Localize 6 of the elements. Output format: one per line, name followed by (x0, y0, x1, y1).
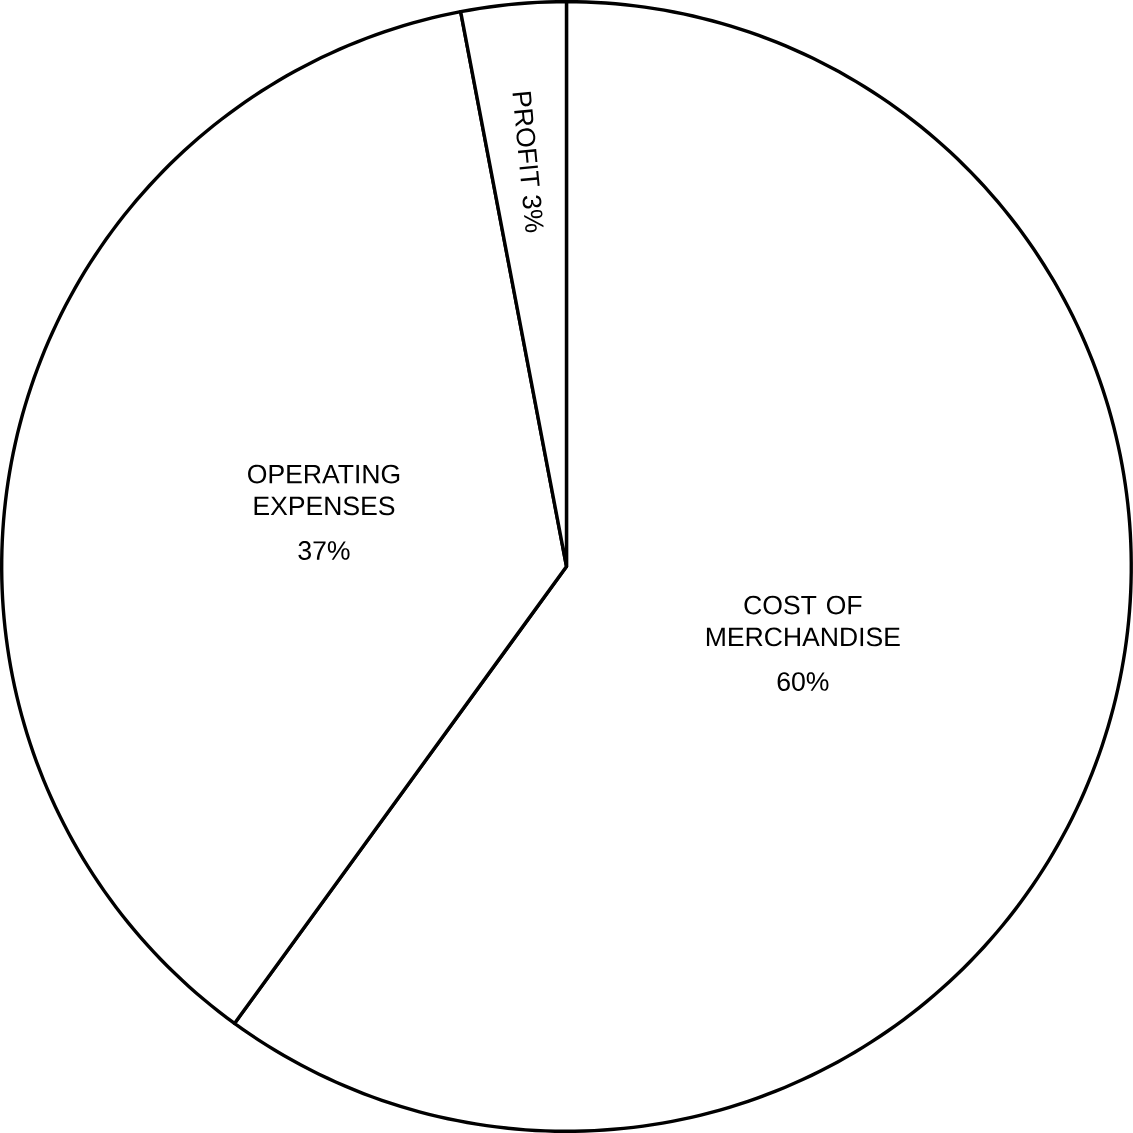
data-label: 37% (298, 541, 350, 560)
slice-label: OPERATING EXPENSES (248, 464, 400, 516)
data-label: 60% (777, 672, 829, 691)
slice-label: PROFIT (512, 91, 540, 187)
data-label: 3% (522, 195, 544, 233)
slice-label: COST OF MERCHANDISE (706, 595, 900, 647)
